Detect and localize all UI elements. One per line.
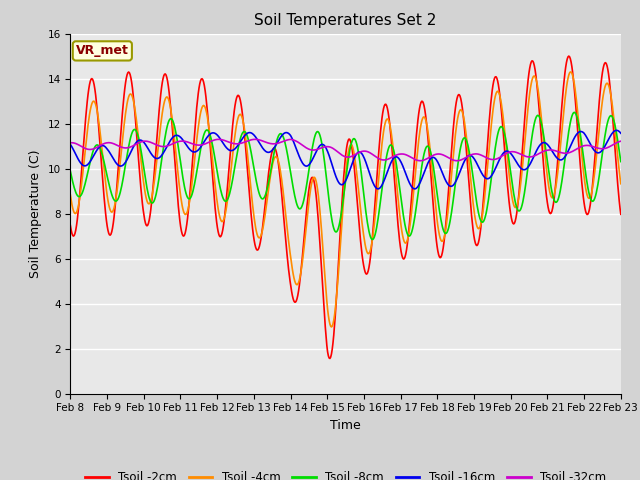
- Text: VR_met: VR_met: [76, 44, 129, 58]
- Title: Soil Temperatures Set 2: Soil Temperatures Set 2: [255, 13, 436, 28]
- Y-axis label: Soil Temperature (C): Soil Temperature (C): [29, 149, 42, 278]
- X-axis label: Time: Time: [330, 419, 361, 432]
- Legend: Tsoil -2cm, Tsoil -4cm, Tsoil -8cm, Tsoil -16cm, Tsoil -32cm: Tsoil -2cm, Tsoil -4cm, Tsoil -8cm, Tsoi…: [81, 466, 611, 480]
